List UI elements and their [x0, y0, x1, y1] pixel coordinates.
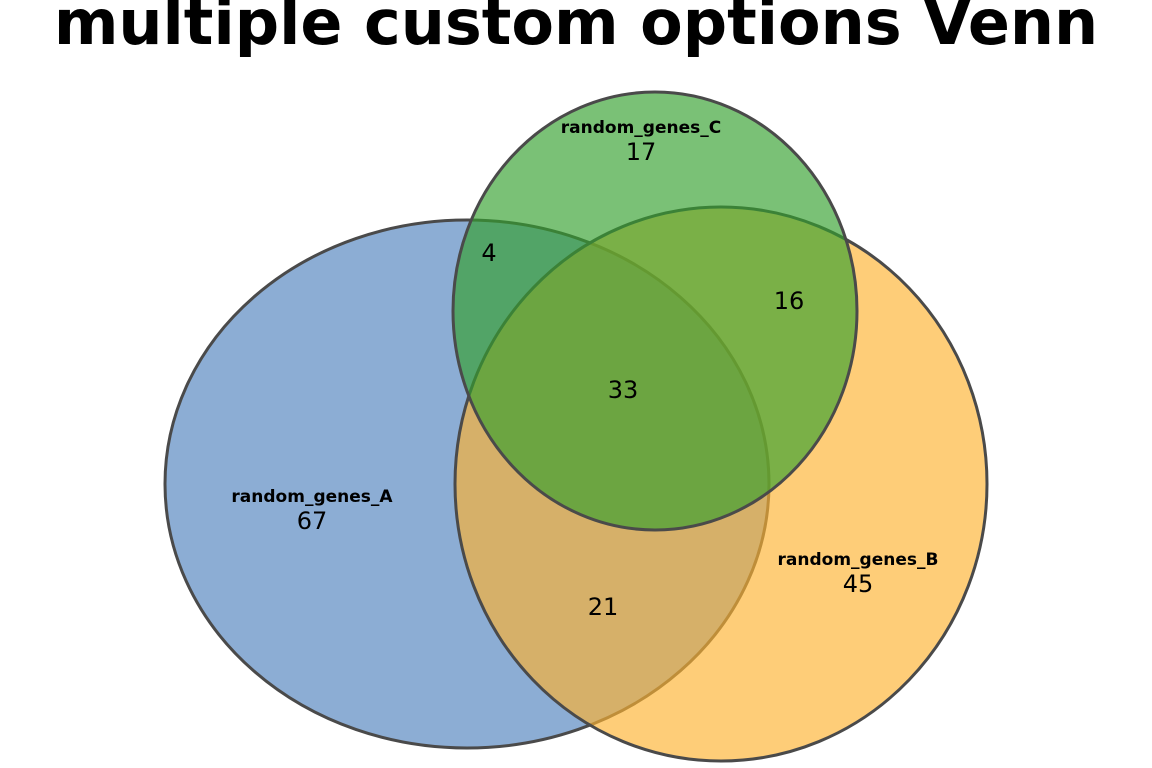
region-ac-count: 4 [481, 239, 496, 267]
region-c-only-count: 17 [626, 138, 657, 166]
set-a-label: random_genes_A [231, 487, 393, 507]
chart-title: multiple custom options Venn [54, 0, 1098, 59]
region-ab-count: 21 [588, 593, 619, 621]
set-c-label: random_genes_C [561, 118, 721, 138]
region-b-only-count: 45 [843, 570, 874, 598]
region-bc-count: 16 [774, 287, 805, 315]
set-b-label: random_genes_B [778, 550, 939, 570]
set-c-ellipse [451, 90, 859, 532]
region-abc-count: 33 [608, 376, 639, 404]
region-a-only-count: 67 [297, 507, 328, 535]
